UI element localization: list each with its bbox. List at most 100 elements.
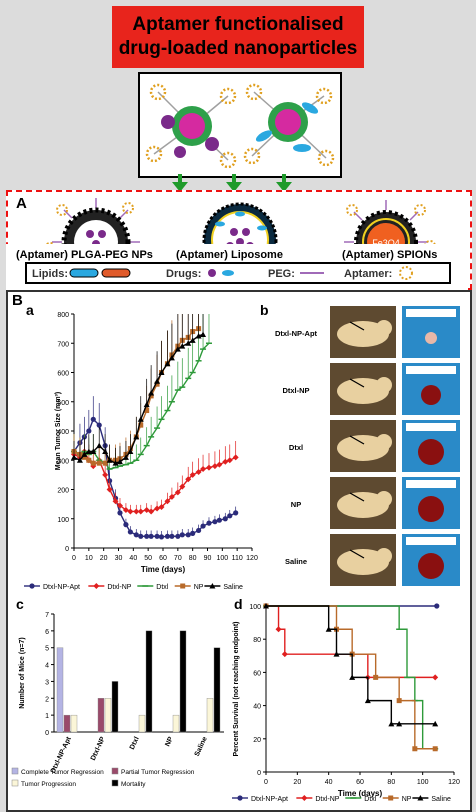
data-point — [96, 442, 103, 449]
data-point — [116, 502, 123, 509]
mouse-photos: Dtxl-NP-Apt Dtxl-NP Dtxl NP Saline — [275, 306, 460, 586]
group-label: Dtxl — [289, 443, 303, 452]
y-axis-title: Percent Survival (not reaching endpoint) — [233, 622, 240, 757]
arrow-indicator — [349, 492, 365, 502]
data-point — [205, 464, 212, 471]
data-point — [185, 476, 192, 483]
data-point — [133, 532, 139, 538]
data-point — [216, 461, 223, 468]
data-point — [122, 454, 129, 460]
bar — [138, 714, 146, 733]
legend-marker — [237, 795, 243, 801]
data-point — [164, 360, 171, 367]
arrow-indicator — [349, 321, 365, 331]
mouse-body — [337, 321, 389, 347]
y-tick-label: 4 — [45, 663, 49, 670]
x-tick-label: 10 — [85, 555, 93, 562]
aptamer-icon — [399, 266, 413, 280]
data-point — [179, 532, 185, 538]
category-label: Saline — [194, 736, 209, 758]
drug-purple-icon — [208, 269, 216, 277]
data-point — [102, 460, 108, 466]
x-tick-label: 90 — [204, 555, 212, 562]
group-label: NP — [291, 500, 301, 509]
data-point — [179, 343, 186, 349]
mouse-photo-row — [330, 306, 460, 358]
series-line — [266, 605, 436, 725]
data-point — [154, 533, 160, 539]
category-label: NP — [164, 736, 175, 748]
arrow-indicator — [349, 378, 365, 388]
data-point — [112, 498, 119, 505]
bar — [145, 630, 153, 733]
data-point — [148, 393, 154, 399]
data-point — [222, 516, 228, 522]
x-tick-label: 50 — [144, 555, 152, 562]
mouse-body — [337, 492, 389, 518]
data-point — [396, 720, 403, 727]
x-tick-label: 80 — [387, 779, 395, 786]
y-tick-label: 300 — [57, 458, 69, 465]
data-point — [168, 493, 175, 500]
data-point — [189, 471, 196, 478]
x-tick-label: 20 — [293, 779, 301, 786]
legend-label: Saline — [223, 584, 243, 591]
data-point — [117, 510, 123, 516]
bar — [104, 698, 112, 733]
data-point — [373, 674, 379, 680]
group-label: Dtxl-NP-Apt — [275, 329, 318, 338]
data-point — [432, 720, 439, 727]
series-dtxl-np — [263, 603, 439, 681]
panel-a-label: A — [16, 195, 27, 212]
legend-swatch — [111, 779, 119, 787]
legend: Complete Tumor Regression Partial Tumor R… — [11, 767, 195, 788]
ruler — [406, 366, 456, 374]
mouse-head — [376, 320, 392, 336]
legend-peg: PEG: — [268, 268, 295, 280]
x-tick-label: 110 — [232, 555, 243, 562]
data-point — [263, 603, 269, 609]
y-tick-label: 2 — [45, 696, 49, 703]
legend-label: Complete Tumor Regression — [21, 769, 104, 776]
legend-marker — [29, 583, 35, 589]
data-point — [432, 674, 439, 681]
mouse-body — [337, 549, 389, 575]
data-point — [233, 510, 239, 516]
y-tick-label: 800 — [57, 312, 69, 319]
figure-title: Aptamer functionalised drug-loaded nanop… — [112, 6, 364, 68]
legend-aptamer: Aptamer: — [344, 268, 392, 280]
legend-swatch — [11, 779, 19, 787]
data-point — [112, 460, 119, 466]
panel-ba-label: a — [26, 302, 34, 318]
legend-lipids: Lipids: — [32, 268, 68, 280]
arrow-indicator — [349, 435, 365, 445]
series-np — [71, 314, 202, 466]
legend: Dtxl-NP-Apt Dtxl-NP Dtxl NP Saline — [232, 795, 451, 803]
y-tick-label: 600 — [57, 371, 69, 378]
mouse-body — [337, 378, 389, 404]
y-tick-label: 700 — [57, 341, 69, 348]
x-tick-label: 0 — [264, 779, 268, 786]
survival-chart: 0 20 40 60 80 100 0 20 40 60 80 100 120 Time (days) Pe… — [232, 603, 460, 803]
title-line-2: drug-loaded nanoparticles — [118, 38, 358, 59]
tumor — [418, 439, 444, 465]
y-axis-title: Mean Tumor Size (mm³) — [55, 392, 62, 470]
composite-nanoparticles-illustration — [145, 83, 335, 169]
y-tick-label: 0 — [45, 730, 49, 737]
tumor — [418, 496, 444, 522]
x-tick-label: 40 — [325, 779, 333, 786]
panel-bb-label: b — [260, 302, 269, 318]
data-point — [175, 533, 181, 539]
data-point — [137, 508, 144, 515]
legend-label: NP — [402, 796, 412, 803]
data-point — [169, 533, 175, 539]
green-arrows — [172, 174, 292, 192]
data-point — [333, 651, 340, 657]
data-point — [212, 519, 218, 525]
data-point — [96, 422, 102, 428]
data-point — [432, 746, 438, 752]
legend-drugs: Drugs: — [166, 268, 201, 280]
legend-marker — [388, 795, 394, 801]
bar — [172, 714, 180, 733]
data-point — [349, 674, 356, 680]
